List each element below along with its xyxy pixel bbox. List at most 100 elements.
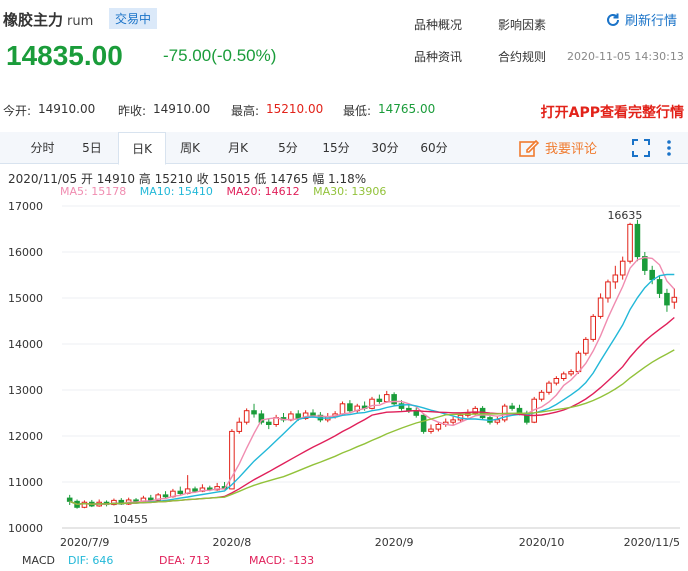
candle-body xyxy=(472,407,479,414)
y-tick-label: 16000 xyxy=(8,246,43,259)
prev-close-value: 14910.00 xyxy=(153,102,211,116)
instrument-name: 橡胶主力 xyxy=(3,11,64,29)
candle-body xyxy=(450,419,456,423)
y-tick-label: 14000 xyxy=(8,338,43,351)
candle-body xyxy=(265,421,272,425)
comment-label: 我要评论 xyxy=(545,142,598,157)
candle-body xyxy=(605,281,611,299)
candle-body xyxy=(81,501,88,508)
more-menu-icon[interactable] xyxy=(663,138,675,158)
tab-weekly-k[interactable]: 周K xyxy=(180,141,200,155)
y-tick-label: 17000 xyxy=(8,200,43,213)
link-news[interactable]: 品种资讯 xyxy=(414,50,463,64)
candle-body xyxy=(251,410,257,415)
y-tick-label: 13000 xyxy=(8,384,43,397)
ma10-line xyxy=(69,273,675,506)
candle-body xyxy=(435,424,442,430)
candle-body xyxy=(243,410,250,423)
last-price: 14835.00 xyxy=(6,40,123,71)
ma5-label: MA5: 15178 xyxy=(60,185,127,198)
ma10-label: MA10: 15410 xyxy=(139,185,213,198)
candle-body xyxy=(560,373,567,379)
x-tick-label: 2020/11/5 xyxy=(624,536,680,549)
candle-body xyxy=(155,494,161,501)
candle-body xyxy=(66,497,73,502)
tab-5day[interactable]: 5日 xyxy=(82,141,102,155)
trading-status-badge: 交易中 xyxy=(109,8,158,29)
x-tick-label: 2020/10 xyxy=(519,536,565,549)
refresh-button[interactable]: 刷新行情 xyxy=(605,10,677,29)
x-tick-label: 2020/7/9 xyxy=(60,536,109,549)
tab-daily-k[interactable]: 日K xyxy=(118,132,166,165)
candle-body xyxy=(671,296,678,303)
low-label: 最低: xyxy=(343,104,372,118)
low-value: 14765.00 xyxy=(378,102,436,116)
tab-5min[interactable]: 5分 xyxy=(278,141,298,155)
candle-body xyxy=(177,490,184,495)
macd-title: MACD xyxy=(22,554,55,567)
y-tick-label: 15000 xyxy=(8,292,43,305)
y-tick-label: 11000 xyxy=(8,476,43,489)
candle-body xyxy=(642,256,648,271)
quote-header: 橡胶主力 rum 交易中 14835.00 -75.00(-0.50%) 品种概况… xyxy=(0,0,688,95)
price-change: -75.00(-0.50%) xyxy=(163,46,277,65)
candle-body xyxy=(428,428,434,432)
tab-monthly-k[interactable]: 月K xyxy=(228,141,248,155)
quote-timestamp: 2020-11-05 14:30:13 xyxy=(567,50,684,63)
candle-body xyxy=(597,297,604,317)
candle-body xyxy=(398,403,405,409)
candle-body xyxy=(162,494,169,498)
open-value: 14910.00 xyxy=(38,102,96,116)
instrument-title: 橡胶主力 rum xyxy=(3,9,93,30)
candle-body xyxy=(516,407,523,414)
candle-body xyxy=(575,352,582,373)
min-price-label: 10455 xyxy=(113,513,148,526)
high-label: 最高: xyxy=(231,104,260,118)
macd-dea: DEA: 713 xyxy=(159,554,210,567)
candle-body xyxy=(656,279,663,294)
tab-30min[interactable]: 30分 xyxy=(371,141,399,155)
candle-body xyxy=(339,403,346,415)
candle-body xyxy=(258,413,265,423)
candle-body xyxy=(649,269,655,281)
candle-body xyxy=(229,430,235,490)
candle-body xyxy=(634,223,641,258)
kline-chart[interactable]: 10000 11000 12000 13000 14000 15000 16000 17000… xyxy=(0,198,688,553)
link-overview[interactable]: 品种概况 xyxy=(414,18,463,32)
candle-body xyxy=(553,378,560,384)
candle-body xyxy=(538,391,545,400)
fullscreen-icon[interactable] xyxy=(632,139,650,157)
comment-button[interactable]: 我要评论 xyxy=(519,138,597,157)
ma20-label: MA20: 14612 xyxy=(226,185,300,198)
ma30-line xyxy=(69,349,675,506)
tab-timeshare[interactable]: 分时 xyxy=(30,141,55,155)
refresh-icon xyxy=(607,13,619,26)
link-contract-rules[interactable]: 合约规则 xyxy=(498,50,547,64)
candle-body xyxy=(376,398,383,402)
macd-value: MACD: -133 xyxy=(249,554,315,567)
candle-body xyxy=(369,398,375,409)
prev-close-label: 昨收: xyxy=(118,104,147,118)
edit-icon xyxy=(519,139,539,157)
link-factors[interactable]: 影响因素 xyxy=(498,18,547,32)
macd-bar: MACD DIF: 646 DEA: 713 MACD: -133 xyxy=(0,553,688,571)
kline-ohlc-info: 2020/11/05 开 14910 高 15210 收 15015 低 147… xyxy=(8,172,367,186)
candle-body xyxy=(347,403,353,412)
high-value: 15210.00 xyxy=(266,102,324,116)
y-tick-label: 12000 xyxy=(8,430,43,443)
candle-body xyxy=(546,382,552,393)
open-app-link[interactable]: 打开APP查看完整行情 xyxy=(540,105,684,121)
candle-body xyxy=(590,315,596,340)
tab-60min[interactable]: 60分 xyxy=(420,141,448,155)
period-tabs: 分时 5日 日K 周K 月K 5分 15分 30分 60分 我要评论 xyxy=(0,132,688,165)
open-label: 今开: xyxy=(3,104,32,118)
candle-body xyxy=(664,292,670,306)
x-tick-label: 2020/8 xyxy=(213,536,252,549)
instrument-code: rum xyxy=(67,14,94,29)
candle-body xyxy=(310,412,316,416)
candle-body xyxy=(568,371,574,375)
tab-15min[interactable]: 15分 xyxy=(322,141,350,155)
ma5-line xyxy=(69,256,675,506)
stats-bar: 今开: 14910.00 昨收: 14910.00 最高: 15210.00 最… xyxy=(0,100,688,121)
ma-legend: MA5: 15178 MA10: 15410 MA20: 14612 MA30:… xyxy=(60,185,396,198)
